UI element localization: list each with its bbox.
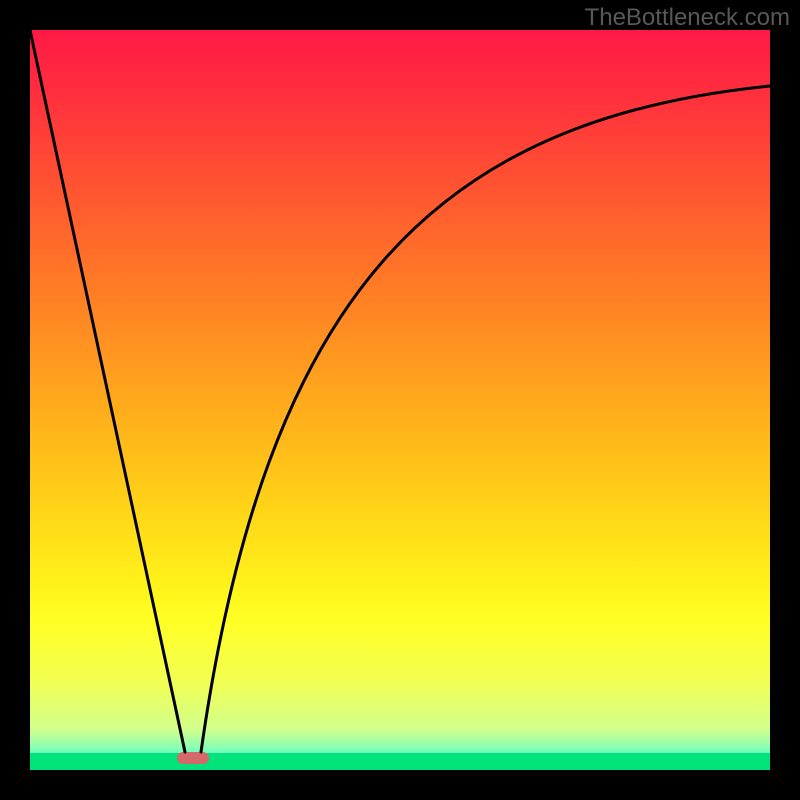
bottleneck-chart — [0, 0, 800, 800]
green-band — [30, 753, 770, 770]
optimal-marker — [177, 752, 209, 764]
chart-container: TheBottleneck.com — [0, 0, 800, 800]
plot-background — [30, 30, 770, 770]
watermark-text: TheBottleneck.com — [585, 4, 790, 32]
